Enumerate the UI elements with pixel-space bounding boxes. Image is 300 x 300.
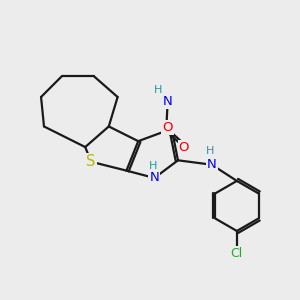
Text: N: N <box>163 95 172 108</box>
Text: O: O <box>178 141 189 154</box>
Text: H: H <box>154 85 162 95</box>
Text: H: H <box>149 160 157 171</box>
Text: O: O <box>162 122 173 134</box>
Text: N: N <box>149 172 159 184</box>
Text: H: H <box>206 146 214 157</box>
Text: S: S <box>86 154 96 169</box>
Text: N: N <box>207 158 217 171</box>
Text: Cl: Cl <box>231 248 243 260</box>
